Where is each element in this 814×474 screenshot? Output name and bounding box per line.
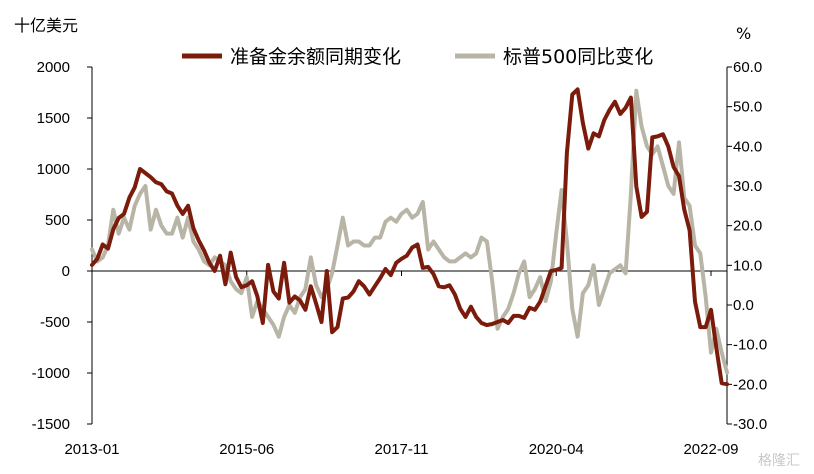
left-axis-unit: 十亿美元: [14, 16, 78, 35]
right-tick-label: 10.0: [733, 257, 762, 274]
x-tick-label: 2020-04: [529, 441, 584, 458]
left-tick-label: 1000: [37, 161, 70, 178]
right-tick-label: 60.0: [733, 59, 762, 76]
x-tick-label: 2015-06: [219, 441, 274, 458]
x-tick-label: 2013-01: [64, 441, 119, 458]
left-tick-label: 2000: [37, 59, 70, 76]
right-tick-label: -10.0: [733, 337, 767, 354]
legend-label-sp500: 标普500同比变化: [503, 46, 653, 68]
right-tick-label: 50.0: [733, 99, 762, 116]
x-tick-label: 2022-09: [683, 441, 738, 458]
right-tick-label: 20.0: [733, 218, 762, 235]
axes-layer: 2000 1500 1000 500 0 -500 -1000 -1500 60.0 50.0 40…: [32, 59, 768, 458]
watermark: 格隆汇: [758, 453, 800, 469]
right-axis-unit: %: [736, 24, 751, 43]
right-tick-label: 40.0: [733, 138, 762, 155]
series-line-sp500: [90, 88, 729, 375]
left-tick-label: -1000: [32, 365, 70, 382]
left-tick-label: 0: [62, 263, 70, 280]
right-tick-label: -30.0: [733, 416, 767, 433]
series-line-reserves: [90, 87, 729, 387]
left-tick-label: -500: [40, 314, 70, 331]
series-layer: [90, 87, 729, 387]
right-tick-label: 30.0: [733, 178, 762, 195]
legend-label-reserves: 准备金余额同期变化: [230, 46, 401, 68]
labels-layer: 十亿美元 %: [14, 16, 751, 43]
left-tick-label: 1500: [37, 110, 70, 127]
x-tick-label: 2017-11: [375, 441, 429, 458]
right-tick-label: -20.0: [733, 376, 767, 393]
left-tick-label: -1500: [32, 416, 70, 433]
left-tick-label: 500: [45, 212, 70, 229]
legend: 准备金余额同期变化 标普500同比变化: [182, 46, 653, 68]
right-tick-label: 0.0: [733, 297, 754, 314]
